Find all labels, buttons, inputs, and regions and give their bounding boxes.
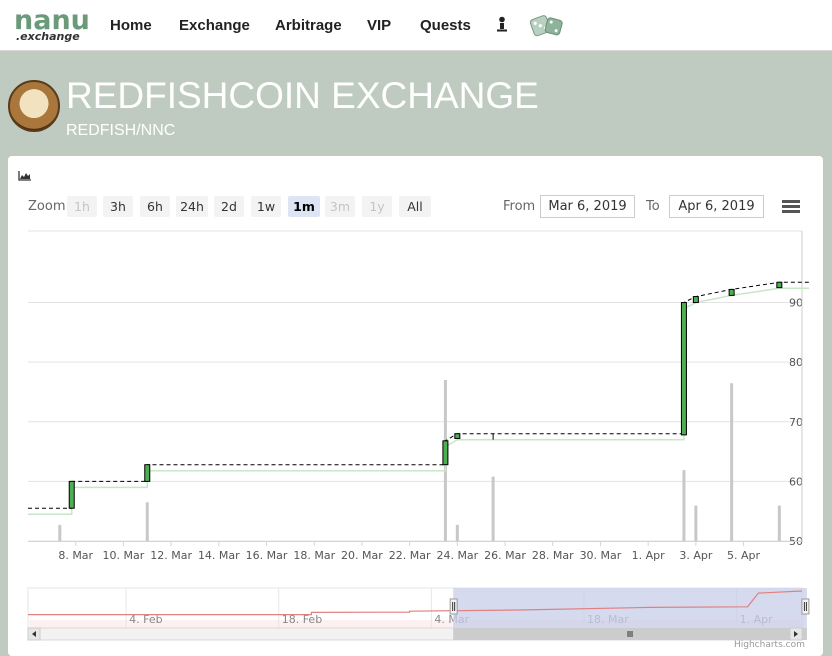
chart-type-icon[interactable] (18, 170, 32, 181)
zoom-button-1m[interactable]: 1m (288, 196, 320, 217)
coin-logo-icon (8, 80, 60, 132)
volume-bar (730, 383, 734, 541)
x-tick-label: 18. Mar (293, 549, 335, 562)
nav-arbitrage[interactable]: Arbitrage (275, 17, 342, 34)
y-tick-label: 60 (789, 475, 803, 488)
navigator-series-line (28, 590, 803, 616)
x-tick-label: 1. Apr (632, 549, 665, 562)
candle (454, 433, 461, 439)
from-label: From (503, 199, 536, 214)
candle (68, 480, 75, 509)
close-price-line (28, 281, 810, 509)
volume-bar (777, 505, 781, 541)
logo-main-text: nanu (14, 5, 90, 36)
navigator-handle (449, 598, 458, 615)
candle (144, 464, 151, 482)
zoom-button-2d[interactable]: 2d (214, 196, 244, 217)
to-label: To (646, 199, 660, 214)
user-icon[interactable] (496, 16, 508, 33)
zoom-button-3m[interactable]: 3m (325, 196, 355, 217)
candle (776, 281, 783, 289)
nav-home[interactable]: Home (110, 17, 152, 34)
nav-vip[interactable]: VIP (367, 17, 392, 34)
x-tick-label: 26. Mar (484, 549, 526, 562)
x-tick-label: 3. Apr (679, 549, 712, 562)
trend-line (28, 287, 810, 515)
x-tick-label: 20. Mar (341, 549, 383, 562)
navigator-handle (801, 598, 810, 615)
x-tick-label: 28. Mar (532, 549, 574, 562)
candle (442, 440, 449, 466)
y-tick-label: 80 (789, 356, 803, 369)
zoom-button-24h[interactable]: 24h (176, 196, 208, 217)
x-tick-label: 30. Mar (580, 549, 622, 562)
zoom-button-1h[interactable]: 1h (67, 196, 97, 217)
dice-icon[interactable] (530, 11, 564, 39)
zoom-label: Zoom (28, 199, 66, 214)
x-tick-label: 5. Apr (727, 549, 760, 562)
zoom-button-all[interactable]: All (399, 196, 431, 217)
pair-subtitle: REDFISH/NNC (66, 122, 176, 139)
volume-bar (145, 502, 149, 541)
volume-bar (58, 524, 62, 541)
x-tick-label: 10. Mar (103, 549, 145, 562)
chart-card (8, 156, 823, 656)
volume-bar (694, 505, 698, 541)
volume-bar (455, 524, 459, 541)
scroll-right-arrow-icon (794, 631, 798, 637)
nanu-exchange-logo[interactable]: nanu .exchange (14, 5, 90, 44)
volume-bar (491, 476, 495, 541)
volume-bar (682, 470, 686, 541)
x-tick-label: 24. Mar (436, 549, 478, 562)
candle (728, 288, 735, 296)
x-tick-label: 12. Mar (150, 549, 192, 562)
top-navbar: nanu .exchange Home Exchange Arbitrage V… (0, 0, 832, 51)
candle (680, 302, 687, 436)
from-date-input[interactable]: Mar 6, 2019 (540, 195, 635, 218)
logo-sub-text: .exchange (16, 30, 80, 43)
nav-quests[interactable]: Quests (420, 17, 471, 34)
chart-menu-icon[interactable] (782, 200, 800, 214)
x-tick-label: 22. Mar (389, 549, 431, 562)
zoom-button-6h[interactable]: 6h (140, 196, 170, 217)
zoom-button-1y[interactable]: 1y (362, 196, 392, 217)
y-tick-label: 70 (789, 416, 803, 429)
zoom-button-3h[interactable]: 3h (103, 196, 133, 217)
x-tick-label: 16. Mar (246, 549, 288, 562)
highcharts-credit[interactable]: Highcharts.com (734, 640, 805, 650)
candle (692, 296, 699, 304)
navigator-tick-label: 4. Feb (129, 613, 162, 626)
scroll-left-arrow-icon (32, 631, 36, 637)
x-tick-label: 14. Mar (198, 549, 240, 562)
page-title: REDFISHCOIN EXCHANGE (66, 75, 539, 116)
y-tick-label: 90 (789, 297, 803, 310)
zoom-button-1w[interactable]: 1w (251, 196, 281, 217)
navigator-tick-label: 18. Feb (282, 613, 322, 626)
x-tick-label: 8. Mar (58, 549, 93, 562)
navigator-band (28, 620, 802, 628)
to-date-input[interactable]: Apr 6, 2019 (669, 195, 764, 218)
nav-exchange[interactable]: Exchange (179, 17, 250, 34)
